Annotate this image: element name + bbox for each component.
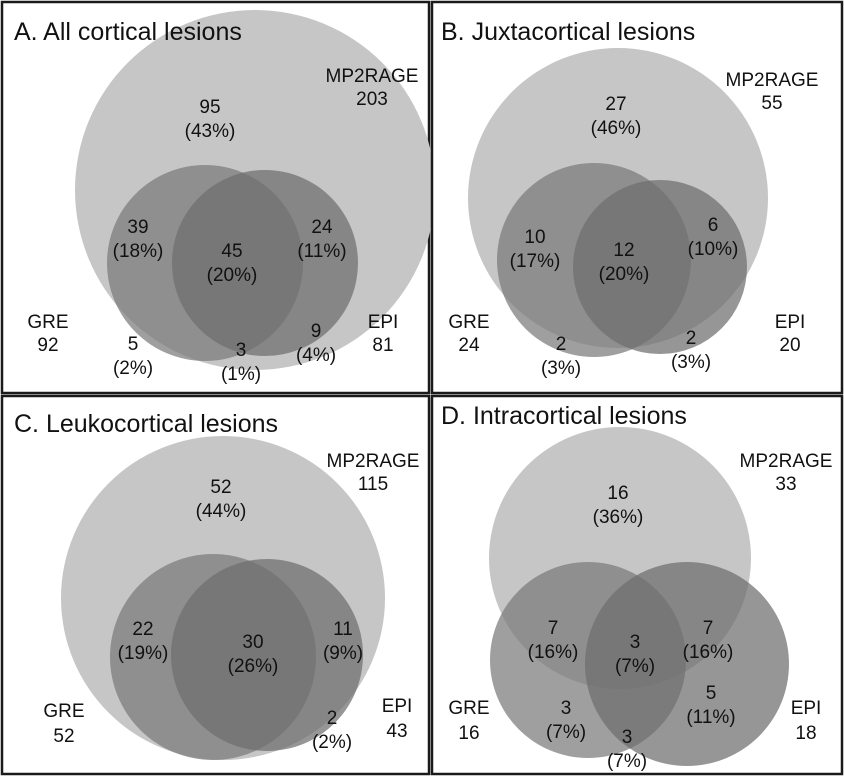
panel-c-mp2rage-gre-pct: (19%) [118, 643, 169, 664]
panel-d-mp2rage-epi-count: 7 [703, 618, 714, 639]
panel-c-all-three-pct: (26%) [228, 656, 279, 677]
panel-b-all-three-pct: (20%) [599, 264, 650, 285]
panel-a-gre-epi-count: 3 [236, 340, 247, 361]
panel-a-mp2rage-name: MP2RAGE [326, 66, 419, 87]
panel-b-mp2rage-epi-pct: (10%) [688, 239, 739, 260]
panel-d-gre-count: 16 [458, 723, 479, 744]
panel-a-gre-only-count: 5 [128, 334, 139, 355]
panel-b-title: B. Juxtacortical lesions [441, 18, 695, 46]
panel-d-mp2rage-count: 33 [775, 474, 796, 495]
panel-b-gre-only-count: 2 [556, 334, 567, 355]
panel-c-epi-count: 43 [386, 721, 407, 742]
panel-b-gre-count: 24 [458, 335, 480, 356]
panel-b-mp2rage-only-count: 27 [605, 94, 626, 115]
panel-d-gre-only-pct: (7%) [546, 722, 586, 743]
panel-c-gre-name: GRE [43, 701, 84, 722]
panel-a-gre-name: GRE [27, 312, 68, 333]
panel-d-mp2rage-epi-pct: (16%) [683, 642, 734, 663]
panel-a-gre-epi-pct: (1%) [221, 364, 261, 385]
panel-c-mp2rage-name: MP2RAGE [327, 451, 420, 472]
panel-a-epi-circle [172, 170, 358, 356]
panel-c-title: C. Leukocortical lesions [14, 410, 278, 438]
panel-b-epi-name: EPI [775, 312, 806, 333]
panel-a-mp2rage-gre-pct: (18%) [113, 241, 164, 262]
panel-a-all-three-pct: (20%) [207, 265, 258, 286]
panel-b: B. Juxtacortical lesions MP2RAGE 55 GRE … [430, 0, 844, 395]
panel-d-mp2rage-only-pct: (36%) [593, 507, 644, 528]
panel-b-all-three-count: 12 [613, 240, 634, 261]
panel-b-epi-circle [573, 180, 747, 354]
panel-c-all-three-count: 30 [242, 632, 263, 653]
panel-a-mp2rage-epi-pct: (11%) [297, 241, 346, 262]
panel-d-title: D. Intracortical lesions [441, 402, 687, 430]
panel-d-gre-epi-pct: (7%) [607, 751, 647, 772]
panel-c-gre-count: 52 [53, 726, 74, 747]
panel-c-mp2rage-epi-pct: (9%) [323, 643, 363, 664]
panel-c-mp2rage-only-count: 52 [210, 477, 231, 498]
panel-a-mp2rage-epi-count: 24 [311, 217, 333, 238]
panel-a-epi-count: 81 [372, 335, 393, 356]
panel-b-mp2rage-epi-count: 6 [708, 215, 719, 236]
panel-d-epi-count: 18 [795, 723, 816, 744]
panel-a-mp2rage-gre-count: 39 [127, 217, 148, 238]
panel-d: D. Intracortical lesions MP2RAGE 33 GRE … [430, 394, 844, 776]
panel-d-all-three-pct: (7%) [615, 656, 655, 677]
panel-a-title: A. All cortical lesions [14, 18, 242, 46]
panel-b-mp2rage-gre-count: 10 [524, 227, 545, 248]
panel-c-mp2rage-gre-count: 22 [132, 619, 153, 640]
panel-c-mp2rage-epi-count: 11 [333, 619, 353, 640]
panel-b-epi-only-pct: (3%) [671, 352, 711, 373]
panel-d-mp2rage-gre-count: 7 [548, 618, 559, 639]
panel-b-gre-name: GRE [448, 312, 489, 333]
panel-c: C. Leukocortical lesions MP2RAGE 115 GRE… [0, 394, 431, 776]
panel-c-epi-name: EPI [382, 696, 413, 717]
panel-b-epi-count: 20 [779, 335, 800, 356]
panel-d-epi-only-count: 5 [706, 683, 717, 704]
panel-b-mp2rage-name: MP2RAGE [726, 70, 819, 91]
panel-d-gre-only-count: 3 [561, 698, 572, 719]
panel-a-all-three-count: 45 [221, 241, 242, 262]
panel-d-epi-circle [585, 562, 789, 766]
panel-a-mp2rage-only-pct: (43%) [185, 121, 236, 142]
panel-a: A. All cortical lesions MP2RAGE 203 GRE … [0, 0, 435, 395]
panel-c-mp2rage-only-pct: (44%) [196, 501, 247, 522]
panel-d-mp2rage-name: MP2RAGE [740, 451, 833, 472]
panel-a-gre-only-pct: (2%) [113, 358, 153, 379]
panel-a-mp2rage-only-count: 95 [199, 97, 220, 118]
panel-c-epi-circle [171, 559, 363, 751]
panel-b-mp2rage-gre-pct: (17%) [510, 251, 561, 272]
panel-d-epi-name: EPI [791, 698, 822, 719]
panel-d-mp2rage-only-count: 16 [607, 483, 628, 504]
panel-d-gre-name: GRE [448, 698, 489, 719]
panel-a-epi-only-pct: (4%) [296, 345, 336, 366]
panel-a-gre-count: 92 [37, 335, 58, 356]
panel-d-gre-epi-count: 3 [622, 727, 633, 748]
panel-b-mp2rage-only-pct: (46%) [591, 118, 642, 139]
panel-d-epi-only-pct: (11%) [686, 707, 735, 728]
panel-a-mp2rage-count: 203 [356, 89, 388, 110]
panel-b-mp2rage-count: 55 [761, 93, 782, 114]
panel-b-gre-only-pct: (3%) [541, 358, 581, 379]
panel-c-mp2rage-count: 115 [358, 474, 388, 495]
panel-d-mp2rage-gre-pct: (16%) [528, 642, 579, 663]
panel-c-epi-only-count: 2 [327, 708, 338, 729]
panel-a-epi-only-count: 9 [311, 321, 322, 342]
panel-d-all-three-count: 3 [630, 632, 641, 653]
panel-b-epi-only-count: 2 [686, 328, 697, 349]
panel-a-epi-name: EPI [368, 312, 399, 333]
panel-c-epi-only-pct: (2%) [312, 732, 352, 753]
